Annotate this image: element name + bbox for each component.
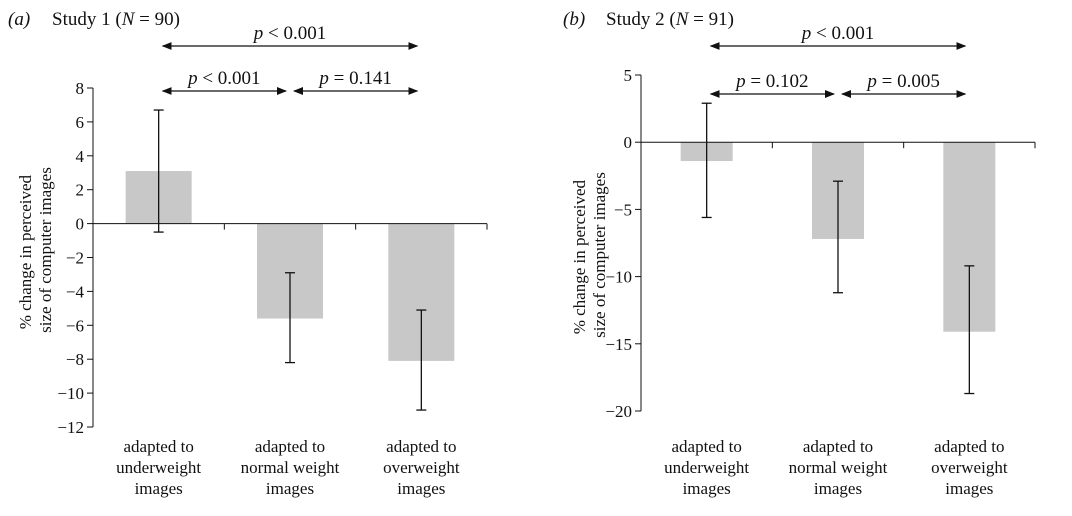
panel-a-annotations: p < 0.001 p = 0.141 p < 0.001	[161, 23, 419, 95]
panel-b-y-axis: 5 0 −5 −10 −15 −20	[605, 66, 642, 421]
panel-b-category-label-1: adapted to underweight images	[664, 437, 749, 498]
panel-b-significance-label-1: p = 0.102	[734, 71, 808, 92]
panel-b-label: (b)	[563, 9, 585, 30]
panel-a-y-tick-label: −2	[66, 249, 84, 268]
panel-a-error-bar-1	[153, 109, 164, 233]
panel-b-title: Study 2 (N = 91)	[606, 9, 734, 30]
panel-a: (a) Study 1 (N = 90) % change in perceiv…	[8, 9, 488, 498]
panel-a-category-label-1: adapted to underweight images	[116, 437, 201, 498]
panel-b-y-axis-label: % change in perceived size of computer i…	[570, 172, 609, 338]
panel-a-y-tick-label: 8	[76, 79, 85, 98]
panel-b-error-bar-3	[964, 265, 975, 395]
panel-b-error-bar-2	[833, 180, 843, 294]
panel-b-significance-label-3: p < 0.001	[800, 23, 874, 44]
panel-a-y-tick-label: −8	[66, 350, 84, 369]
panel-b-x-labels: adapted to underweight images adapted to nor…	[664, 437, 1008, 498]
panel-b-y-tick-label: 5	[624, 66, 633, 85]
panel-a-y-axis-label: % change in perceived size of computer i…	[16, 167, 55, 333]
panel-b-annotations: p = 0.102 p = 0.005 p < 0.001	[709, 23, 967, 98]
panel-a-y-tick-label: 4	[76, 147, 85, 166]
panel-b-y-tick-label: −15	[605, 335, 632, 354]
panel-b-category-label-3: adapted to overweight images	[931, 437, 1008, 498]
panel-a-error-bar-2	[285, 272, 295, 364]
panel-a-y-tick-label: 0	[76, 215, 85, 234]
panel-a-category-label-3: adapted to overweight images	[383, 437, 460, 498]
panel-b-significance-label-2: p = 0.005	[865, 71, 939, 92]
panel-a-significance-label-3: p < 0.001	[252, 23, 326, 44]
panel-a-x-labels: adapted to underweight images adapted to nor…	[116, 437, 460, 498]
panel-b-y-tick-label: 0	[624, 133, 633, 152]
panel-a-y-tick-label: −6	[66, 316, 84, 335]
panel-b-error-bar-1	[701, 102, 712, 219]
panel-a-title: Study 1 (N = 90)	[52, 9, 180, 30]
panel-a-zero-axis	[93, 223, 488, 230]
panel-a-y-tick-label: 6	[76, 113, 85, 132]
panel-b-significance-1: p = 0.102	[709, 71, 835, 98]
panel-b-y-tick-label: −5	[614, 200, 632, 219]
panel-b-significance-3: p < 0.001	[709, 23, 967, 50]
panel-a-y-tick-label: −4	[66, 282, 85, 301]
panel-a-error-bars	[153, 109, 427, 411]
panel-b-y-tick-label: −10	[605, 268, 632, 287]
panel-a-y-tick-label: −12	[57, 418, 84, 437]
panel-b: (b) Study 2 (N = 91) % change in perceiv…	[563, 9, 1036, 498]
panel-a-y-tick-label: −10	[57, 384, 84, 403]
panel-b-category-label-2: adapted to normal weight images	[789, 437, 888, 498]
panel-a-error-bar-3	[416, 309, 427, 411]
panel-b-significance-2: p = 0.005	[841, 71, 967, 98]
panel-b-zero-axis	[641, 141, 1036, 149]
panel-b-error-bars	[701, 102, 975, 395]
panel-a-significance-2: p = 0.141	[293, 68, 419, 95]
panel-a-significance-label-1: p < 0.001	[186, 68, 260, 89]
panel-a-y-tick-label: 2	[76, 181, 85, 200]
panel-a-significance-3: p < 0.001	[161, 23, 419, 50]
panel-a-y-axis: 8 6 4 2 0 −2 −4 −6 −8 −10 −12	[57, 79, 94, 437]
panel-a-label: (a)	[8, 9, 30, 30]
panel-a-significance-label-2: p = 0.141	[317, 68, 391, 89]
panel-a-significance-1: p < 0.001	[161, 68, 287, 95]
panel-a-category-label-2: adapted to normal weight images	[241, 437, 340, 498]
panel-b-y-tick-label: −20	[605, 402, 632, 421]
